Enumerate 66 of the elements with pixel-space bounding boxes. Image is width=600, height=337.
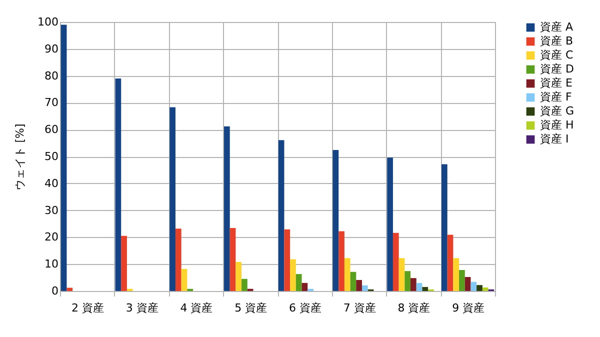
x-tick-label: 6 資産 (288, 302, 322, 314)
x-tick-label: 4 資産 (180, 302, 213, 314)
bar (170, 107, 176, 291)
bar (476, 285, 482, 291)
bar (224, 126, 230, 291)
bar (387, 158, 393, 291)
bar (453, 258, 460, 291)
x-tick-label: 9 資産 (452, 302, 485, 314)
bar (121, 236, 127, 291)
y-tick-label: 100 (38, 16, 58, 28)
bar (447, 234, 454, 291)
y-tick-label: 50 (44, 150, 58, 163)
bar (416, 282, 422, 291)
y-tick-label: 90 (44, 42, 58, 56)
bar (332, 150, 339, 291)
bar (115, 78, 122, 291)
legend-label: 資産 B (540, 34, 574, 48)
bar (302, 282, 308, 291)
legend-label: 資産 E (540, 76, 572, 90)
y-tick-label: 60 (44, 123, 58, 136)
bar (422, 286, 428, 291)
bar (459, 270, 465, 291)
bar (442, 164, 448, 291)
bar (284, 229, 290, 291)
bar (290, 259, 296, 291)
bar (175, 228, 182, 291)
bar (482, 288, 488, 291)
bar (350, 272, 356, 291)
bar (344, 258, 350, 291)
x-tick-label: 7 資産 (343, 302, 376, 314)
y-tick-label: 40 (44, 176, 58, 190)
bar (338, 231, 344, 291)
bar (398, 258, 405, 291)
bar (404, 271, 411, 291)
bar (278, 140, 284, 291)
bar (181, 268, 188, 291)
bar (470, 282, 477, 291)
x-tick-label: 2 資産 (71, 302, 104, 314)
bar (356, 280, 362, 291)
x-tick-label: 3 資産 (126, 302, 158, 314)
bar (242, 278, 248, 291)
legend-label: 資産 A (540, 20, 574, 34)
bar (296, 274, 302, 291)
bar (464, 277, 471, 291)
legend-label: 資産 F (540, 90, 572, 104)
bar (410, 278, 416, 291)
y-tick-label: 70 (44, 96, 58, 110)
legend-label: 資産 G (540, 104, 574, 118)
legend-label: 資産 C (540, 48, 574, 62)
x-tick-label: 8 資産 (398, 302, 430, 314)
y-axis-title: ウェイト [%] (14, 124, 27, 190)
bar (60, 24, 67, 291)
bar (236, 262, 242, 291)
y-tick-label: 80 (44, 69, 58, 82)
y-tick-label: 10 (44, 258, 58, 271)
bar (392, 232, 399, 291)
y-tick-label: 20 (44, 230, 58, 244)
legend-label: 資産 H (540, 118, 574, 132)
bar (66, 288, 73, 291)
y-tick-label: 0 (52, 284, 58, 298)
x-tick-label: 5 資産 (234, 302, 268, 314)
bar (362, 285, 368, 291)
legend-label: 資産 D (540, 62, 574, 76)
y-tick-label: 30 (44, 204, 58, 217)
bar (230, 228, 236, 291)
legend-label: 資産 I (540, 132, 569, 146)
